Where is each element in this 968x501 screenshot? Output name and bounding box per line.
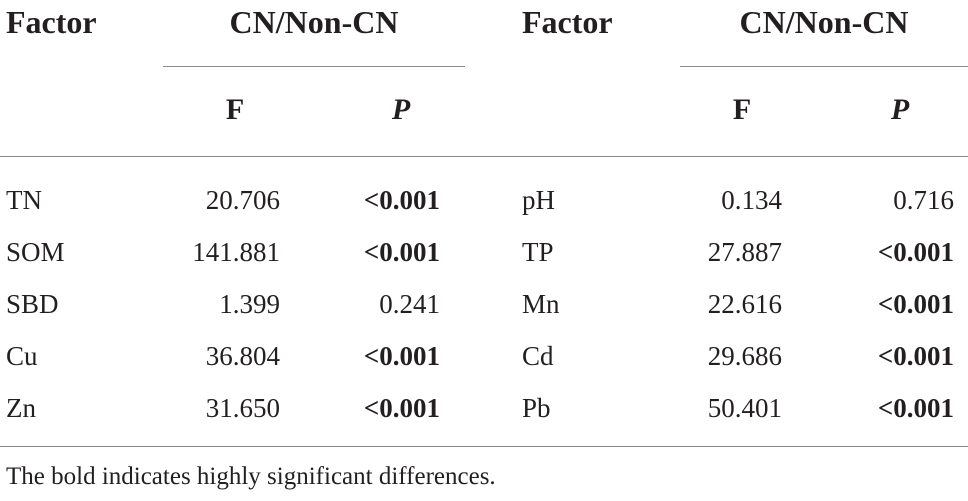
group-rule-left [163, 66, 465, 67]
factor-cell: TP [522, 237, 554, 267]
p-value-cell: 0.716 [893, 185, 954, 215]
factor-cell: pH [522, 185, 555, 215]
p-value-cell: <0.001 [363, 237, 440, 267]
p-value-cell: <0.001 [877, 393, 954, 423]
f-value-cell: 29.686 [707, 341, 782, 371]
group-header-right: CN/Non-CN [739, 4, 909, 40]
f-value-cell: 22.616 [707, 289, 782, 319]
factor-cell: Zn [6, 393, 36, 423]
p-value-cell: <0.001 [877, 341, 954, 371]
f-value-cell: 141.881 [192, 237, 280, 267]
p-value-cell: <0.001 [363, 341, 440, 371]
factor-cell: Cd [522, 341, 554, 371]
factor-header-right: Factor [522, 4, 613, 40]
factor-header-left: Factor [6, 4, 97, 40]
p-value-cell: <0.001 [877, 289, 954, 319]
f-header-right: F [732, 93, 752, 126]
factor-cell: SBD [6, 289, 59, 319]
factor-cell: Pb [522, 393, 551, 423]
p-header-left: P [391, 93, 411, 126]
group-rule-right [680, 66, 968, 67]
f-value-cell: 31.650 [205, 393, 280, 423]
table-footnote: The bold indicates highly significant di… [6, 463, 496, 490]
p-value-cell: 0.241 [379, 289, 440, 319]
f-value-cell: 50.401 [707, 393, 782, 423]
factor-cell: Cu [6, 341, 38, 371]
f-value-cell: 20.706 [205, 185, 280, 215]
p-value-cell: <0.001 [877, 237, 954, 267]
f-value-cell: 36.804 [205, 341, 280, 371]
f-value-cell: 1.399 [219, 289, 280, 319]
factor-cell: Mn [522, 289, 560, 319]
factor-cell: SOM [6, 237, 65, 267]
f-header-left: F [225, 93, 245, 126]
f-value-cell: 27.887 [707, 237, 782, 267]
p-value-cell: <0.001 [363, 185, 440, 215]
header-bottom-rule [0, 156, 968, 157]
group-header-left: CN/Non-CN [229, 4, 399, 40]
f-value-cell: 0.134 [721, 185, 782, 215]
p-header-right: P [890, 93, 910, 126]
p-value-cell: <0.001 [363, 393, 440, 423]
table-bottom-rule [0, 446, 968, 447]
factor-cell: TN [6, 185, 42, 215]
